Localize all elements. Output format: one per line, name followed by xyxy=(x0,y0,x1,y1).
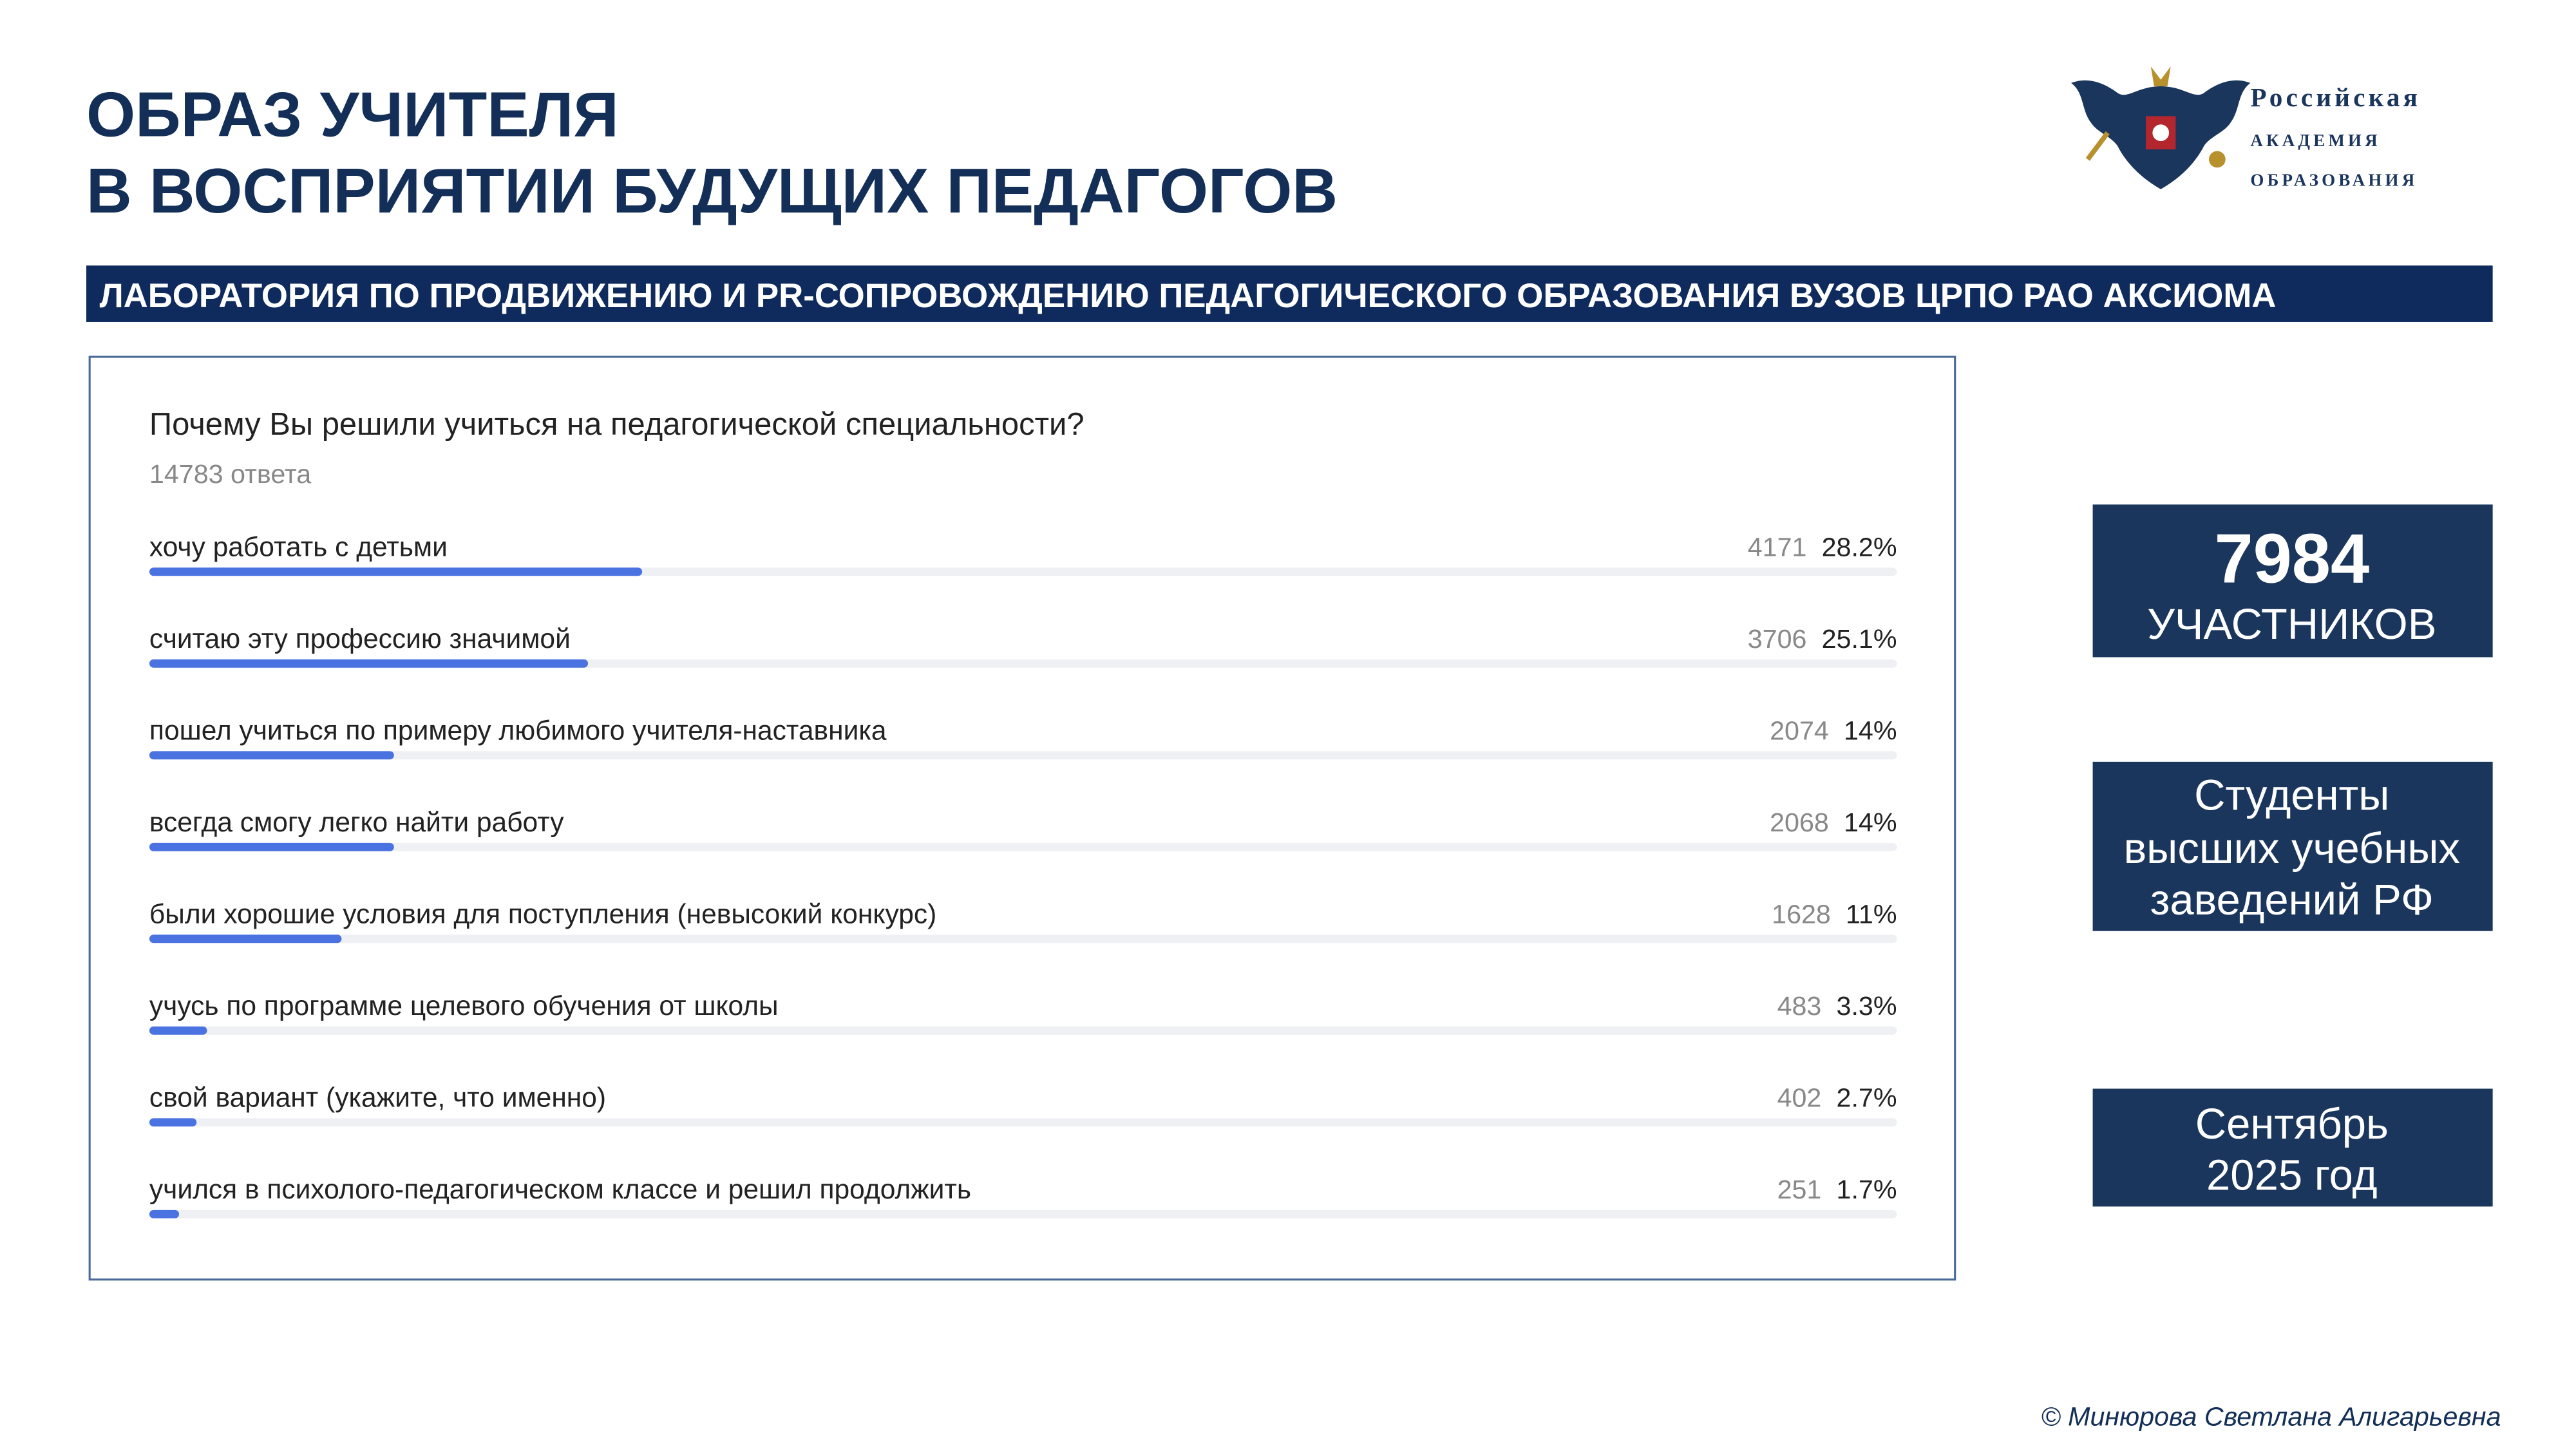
category-label: были хорошие условия для поступления (не… xyxy=(149,899,936,929)
bar xyxy=(149,1026,207,1035)
category-label: считаю эту профессию значимой xyxy=(149,624,571,654)
count-label: 1628 xyxy=(1772,899,1831,929)
bar xyxy=(149,659,589,668)
stat-text: высших учебных xyxy=(2124,824,2461,873)
value-label: 25.1% xyxy=(1822,624,1897,654)
bar xyxy=(149,567,643,576)
bar-track xyxy=(149,1209,1897,1218)
value-label: 3.3% xyxy=(1837,991,1897,1021)
count-label: 402 xyxy=(1777,1083,1822,1112)
bar-track xyxy=(149,842,1897,851)
stat-text: 2025 год xyxy=(2206,1151,2378,1200)
value-label: 11% xyxy=(1846,899,1897,929)
category-label: всегда смогу легко найти работу xyxy=(149,808,564,838)
count-label: 4171 xyxy=(1748,532,1807,562)
count-label: 251 xyxy=(1777,1175,1822,1204)
chart-title: Почему Вы решили учиться на педагогическ… xyxy=(149,407,1084,442)
banner-text: ЛАБОРАТОРИЯ ПО ПРОДВИЖЕНИЮ И PR-СОПРОВОЖ… xyxy=(100,277,2277,315)
bar-track xyxy=(149,1118,1897,1127)
value-label: 2.7% xyxy=(1837,1083,1897,1112)
stat-text: Студенты xyxy=(2194,772,2389,820)
stat-text: Сентябрь xyxy=(2195,1100,2389,1148)
bar xyxy=(149,934,342,943)
logo-text: Российская xyxy=(2250,82,2421,112)
title-line: ОБРАЗ УЧИТЕЛЯ xyxy=(86,79,619,149)
stat-box xyxy=(2092,761,2493,931)
stat-box xyxy=(2092,1088,2493,1207)
bar xyxy=(149,842,394,851)
bar-track xyxy=(149,1026,1897,1035)
logo-text: академия xyxy=(2250,125,2380,152)
emblem xyxy=(2071,66,2251,189)
bar xyxy=(149,1209,180,1218)
category-label: учусь по программе целевого обучения от … xyxy=(149,991,779,1021)
count-label: 3706 xyxy=(1748,624,1807,654)
category-label: хочу работать с детьми xyxy=(149,532,448,562)
count-label: 2074 xyxy=(1770,715,1829,745)
bar xyxy=(149,751,394,760)
value-label: 1.7% xyxy=(1837,1175,1897,1204)
stat-text: УЧАСТНИКОВ xyxy=(2147,600,2436,649)
count-label: 2068 xyxy=(1770,808,1829,837)
stat-text: заведений РФ xyxy=(2150,876,2434,924)
count-label: 483 xyxy=(1777,991,1822,1021)
stat-box xyxy=(2092,504,2493,658)
stat-number: 7984 xyxy=(2214,520,2369,598)
value-label: 14% xyxy=(1844,808,1897,837)
bar-track xyxy=(149,751,1897,760)
logo-text: образования xyxy=(2250,165,2418,192)
category-label: свой вариант (укажите, что именно) xyxy=(149,1083,606,1113)
title-line: В ВОСПРИЯТИИ БУДУЩИХ ПЕДАГОГОВ xyxy=(86,155,1338,226)
category-label: пошел учиться по примеру любимого учител… xyxy=(149,715,887,746)
category-label: учился в психолого-педагогическом классе… xyxy=(149,1175,971,1205)
chart-subtitle: 14783 ответа xyxy=(149,459,311,489)
bar-track xyxy=(149,934,1897,943)
chart-rows: хочу работать с детьми 28.2% 4171 считаю эт… xyxy=(149,532,1897,1218)
value-label: 28.2% xyxy=(1822,532,1897,562)
footer: © Минюрова Светлана Алигарьевна xyxy=(2041,1402,2501,1432)
value-label: 14% xyxy=(1844,715,1897,745)
bar xyxy=(149,1118,197,1127)
banner-bg xyxy=(86,265,2493,322)
